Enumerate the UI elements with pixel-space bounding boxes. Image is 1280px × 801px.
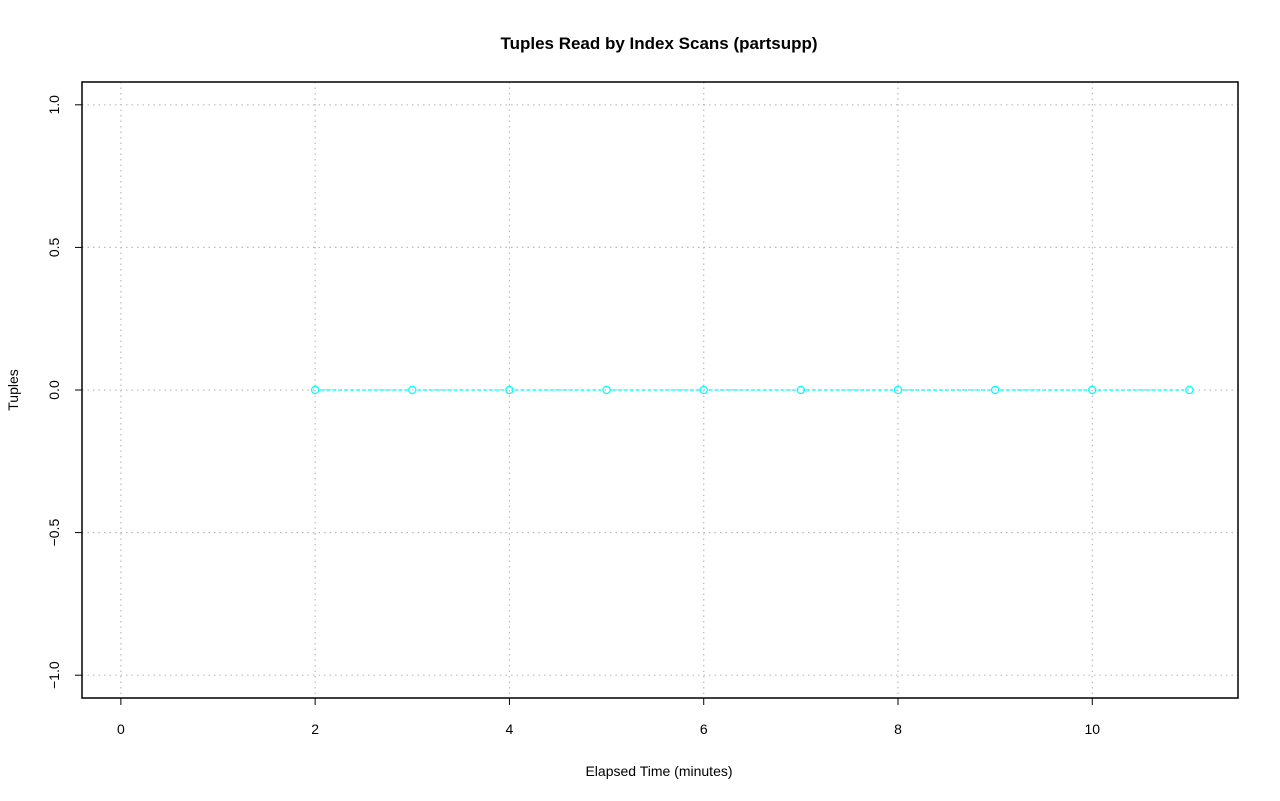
y-axis-label: Tuples: [5, 369, 21, 411]
y-tick-label: −0.5: [46, 519, 62, 547]
x-tick-label: 10: [1084, 721, 1100, 737]
series: [310, 385, 1194, 395]
axes: 0 2 4 6 8 10 −1.0 −0.5 0.0 0.5 1.0: [46, 95, 1100, 737]
x-tick-label: 0: [117, 721, 125, 737]
y-tick-label: −1.0: [46, 661, 62, 689]
data-point: [602, 385, 611, 395]
data-point: [893, 385, 903, 395]
plot-frame: [81, 81, 1239, 699]
x-axis-label: Elapsed Time (minutes): [585, 763, 732, 779]
x-tick-label: 4: [506, 721, 514, 737]
x-tick-label: 8: [894, 721, 902, 737]
data-point: [990, 385, 1000, 395]
data-point: [796, 385, 806, 395]
data-point: [408, 385, 417, 395]
data-point: [1185, 385, 1194, 395]
y-tick-label: 0.5: [46, 237, 62, 257]
x-tick-label: 6: [700, 721, 708, 737]
y-tick-label: 0.0: [46, 380, 62, 400]
data-point: [1088, 385, 1097, 395]
data-point: [310, 385, 320, 395]
x-tick-label: 2: [311, 721, 319, 737]
data-point: [505, 385, 514, 395]
chart-title: Tuples Read by Index Scans (partsupp): [500, 34, 817, 53]
y-tick-label: 1.0: [46, 95, 62, 115]
data-point: [699, 385, 708, 395]
